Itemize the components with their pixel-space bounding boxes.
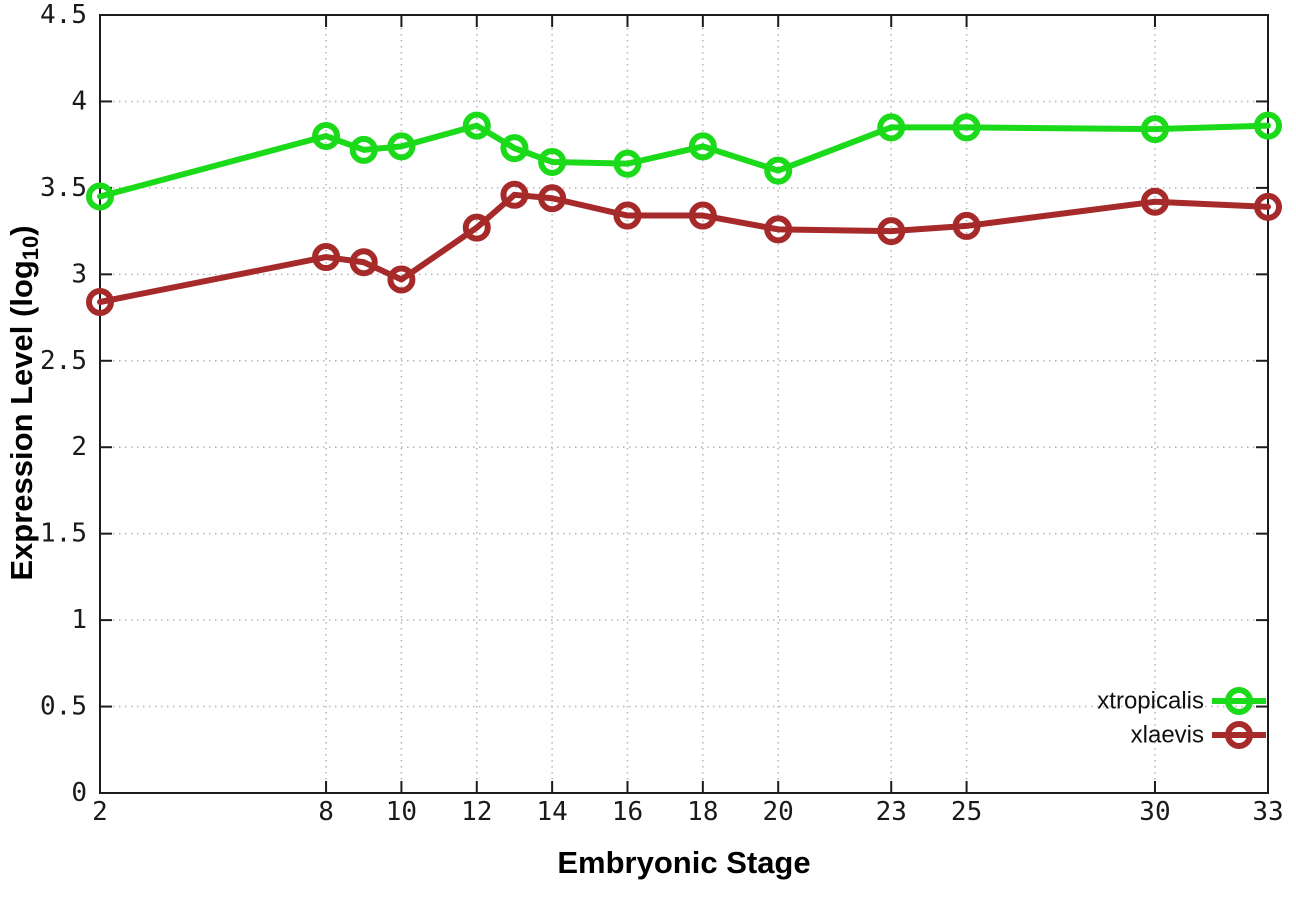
- series-xlaevis-point: [688, 201, 717, 230]
- series-xtropicalis-point: [349, 135, 378, 164]
- x-tick-label: 23: [876, 797, 907, 827]
- y-axis-label-suffix: ): [4, 225, 39, 236]
- y-tick-label: 1: [71, 605, 87, 635]
- series-xlaevis-point: [952, 211, 981, 240]
- y-tick-label: 0: [71, 778, 87, 808]
- plot-border: [99, 14, 1269, 794]
- series-xtropicalis-point: [538, 147, 567, 176]
- x-tick-label: 30: [1139, 797, 1170, 827]
- x-tick-label: 14: [536, 797, 567, 827]
- y-axis-label: Expression Level (log10): [0, 153, 44, 653]
- series-xtropicalis-point: [613, 149, 642, 178]
- y-tick-label: 4.5: [40, 0, 87, 30]
- x-tick-label: 16: [612, 797, 643, 827]
- series-xtropicalis-point: [462, 111, 491, 140]
- legend-label-xtropicalis: xtropicalis: [1097, 688, 1204, 715]
- series-xtropicalis-point: [312, 122, 341, 151]
- legend-label-xlaevis: xlaevis: [1131, 722, 1204, 749]
- series-xtropicalis-line: [97, 122, 1271, 200]
- series-xtropicalis-point: [500, 134, 529, 163]
- series-xlaevis-point: [462, 213, 491, 242]
- x-tick-label: 25: [951, 797, 982, 827]
- y-tick-label: 3.5: [40, 173, 87, 203]
- series-xlaevis-point: [877, 217, 906, 246]
- series-xtropicalis-point: [952, 113, 981, 142]
- series-xlaevis-point: [349, 248, 378, 277]
- legend-marker-xlaevis: [1225, 721, 1253, 749]
- y-tick-label: 4: [71, 86, 87, 116]
- series-xtropicalis-point: [86, 182, 114, 211]
- x-tick-label: 20: [763, 797, 794, 827]
- series-xlaevis-point: [1254, 192, 1282, 221]
- series-xtropicalis-point: [688, 132, 717, 161]
- y-axis-label-text: Expression Level (log: [4, 260, 39, 581]
- series-xlaevis-point: [538, 184, 567, 213]
- x-tick-label: 10: [386, 797, 417, 827]
- y-axis-label-subscript: 10: [18, 235, 43, 261]
- series-xlaevis-line: [97, 191, 1271, 305]
- x-tick-label: 33: [1252, 797, 1283, 827]
- series-xlaevis-point: [387, 265, 416, 294]
- series-xtropicalis-point: [877, 113, 906, 142]
- series-xlaevis-point: [500, 180, 529, 209]
- series-xtropicalis-point: [764, 156, 793, 185]
- legend-marker-xtropicalis: [1225, 687, 1253, 715]
- series-xlaevis-point: [1140, 187, 1169, 216]
- x-tick-label: 12: [461, 797, 492, 827]
- series-xlaevis-point: [312, 243, 341, 272]
- x-tick-label: 2: [92, 797, 108, 827]
- series-xlaevis-point: [613, 201, 642, 230]
- series-xtropicalis-point: [1140, 115, 1169, 144]
- y-tick-label: 2.5: [40, 346, 87, 376]
- y-tick-label: 1.5: [40, 519, 87, 549]
- x-tick-label: 18: [687, 797, 718, 827]
- x-axis-label: Embryonic Stage: [557, 845, 811, 880]
- y-tick-label: 0.5: [40, 692, 87, 722]
- y-tick-label: 2: [71, 432, 87, 462]
- series-xlaevis-point: [764, 215, 793, 244]
- series-xlaevis-point: [86, 287, 114, 316]
- x-tick-label: 8: [318, 797, 334, 827]
- series-xtropicalis-point: [387, 132, 416, 161]
- series-xtropicalis-point: [1254, 111, 1282, 140]
- y-tick-label: 3: [71, 259, 87, 289]
